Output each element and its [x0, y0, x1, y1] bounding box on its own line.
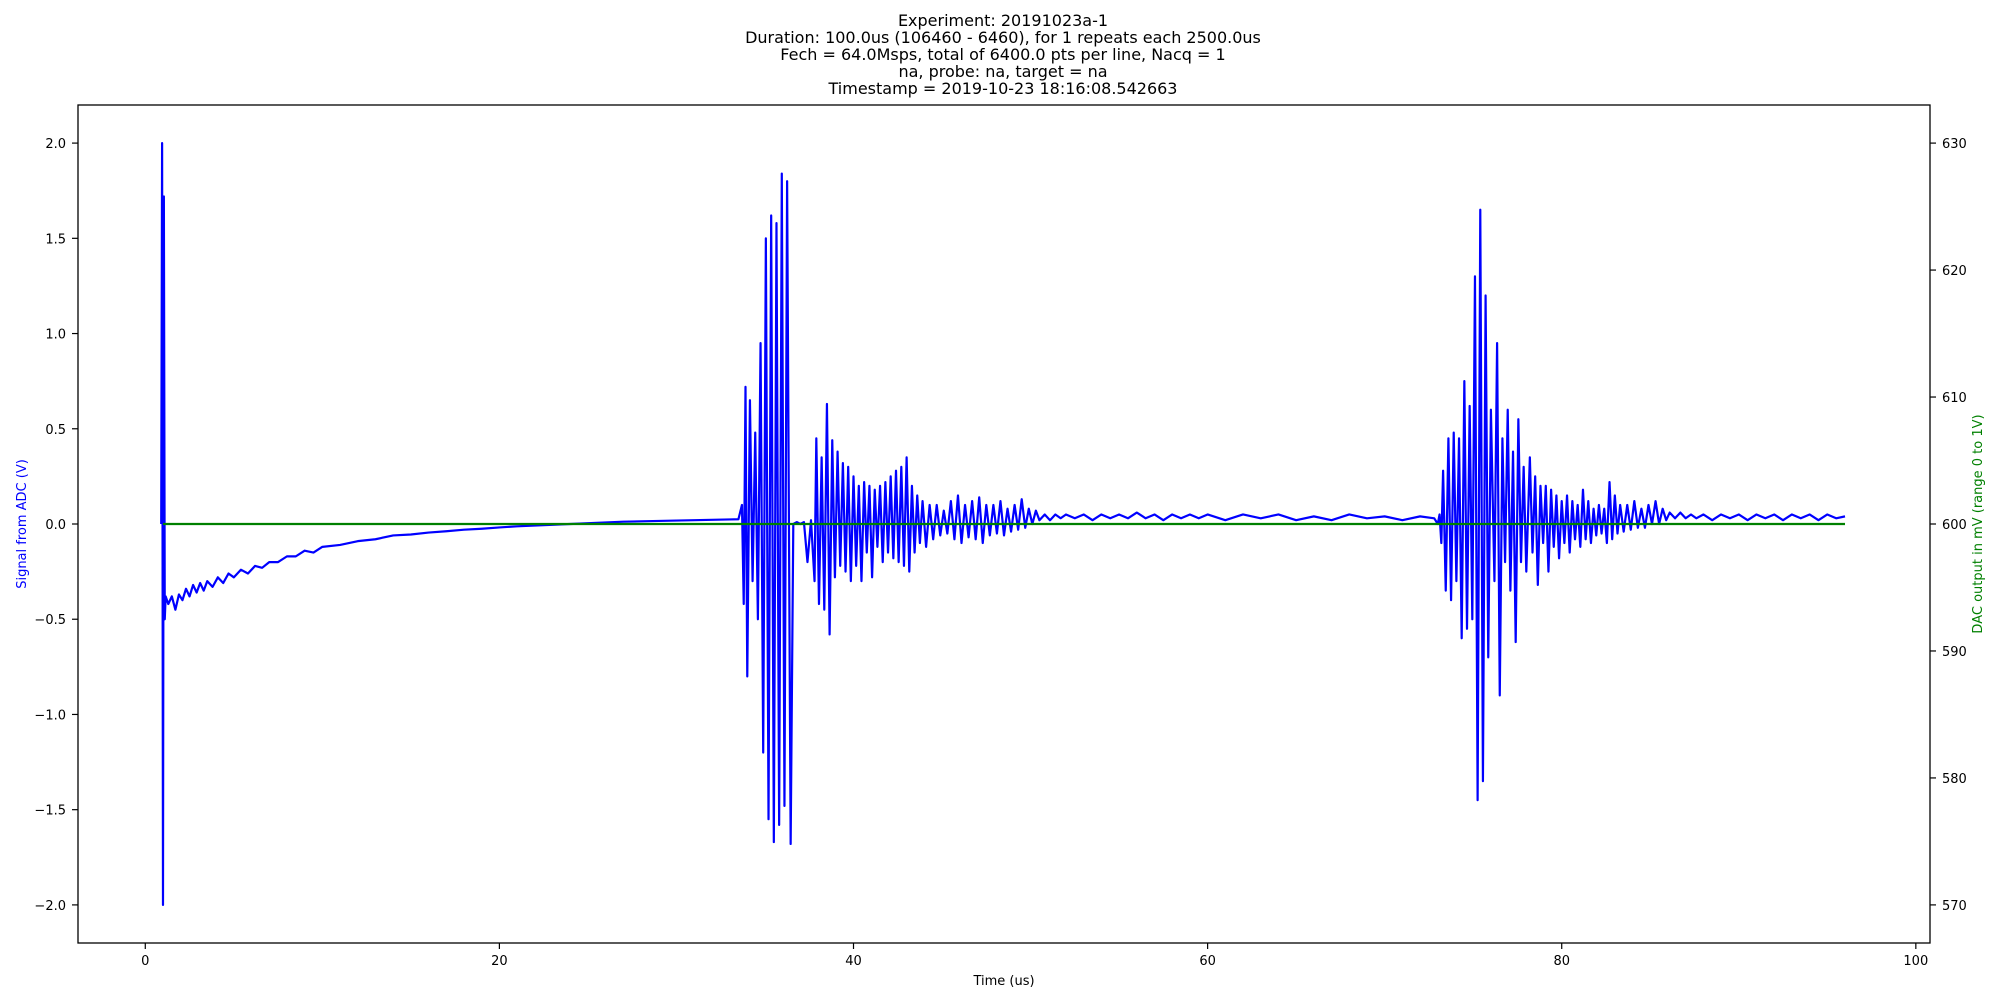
y-tick-label: 0.0 [45, 518, 66, 533]
x-tick-label: 100 [1903, 954, 1928, 969]
y2-tick-label: 610 [1942, 391, 1967, 406]
x-tick-label: 20 [491, 954, 508, 969]
axes-frame [77, 104, 1931, 944]
y2-tick-label: 630 [1942, 137, 1967, 152]
y-tick-label: −2.0 [34, 899, 66, 914]
y2-tick-label: 600 [1942, 518, 1967, 533]
x-axis-label: Time (us) [972, 974, 1034, 989]
title-line: Duration: 100.0us (106460 - 6460), for 1… [745, 28, 1261, 47]
y2-tick-label: 590 [1942, 645, 1967, 660]
x-tick-label: 40 [845, 954, 862, 969]
title-line: Fech = 64.0Msps, total of 6400.0 pts per… [780, 45, 1225, 64]
y-tick-label: 1.0 [45, 328, 66, 343]
x-tick-label: 60 [1199, 954, 1216, 969]
y-tick-label: −0.5 [34, 613, 66, 628]
y2-tick-label: 620 [1942, 264, 1967, 279]
title-line: Timestamp = 2019-10-23 18:16:08.542663 [828, 79, 1178, 98]
y-tick-label: 2.0 [45, 137, 66, 152]
title-line: Experiment: 20191023a-1 [898, 11, 1108, 30]
x-tick-label: 0 [141, 954, 149, 969]
title-line: na, probe: na, target = na [898, 62, 1107, 81]
y2-tick-label: 580 [1942, 772, 1967, 787]
plot-area [160, 141, 1846, 907]
y-tick-label: 0.5 [45, 423, 66, 438]
y-axis-right: 630 620 610 600 590 580 570 [1930, 137, 1967, 914]
chart-title: Experiment: 20191023a-1 Duration: 100.0u… [745, 11, 1261, 98]
y-axis-label: Signal from ADC (V) [15, 459, 30, 589]
x-axis: 0 20 40 60 80 100 [141, 943, 1928, 969]
y2-axis-label: DAC output in mV (range 0 to 1V) [1971, 414, 1986, 633]
series-line-adc [160, 141, 1846, 907]
y-tick-label: −1.0 [34, 708, 66, 723]
y2-tick-label: 570 [1942, 899, 1967, 914]
y-tick-label: −1.5 [34, 804, 66, 819]
y-tick-label: 1.5 [45, 232, 66, 247]
x-tick-label: 80 [1553, 954, 1570, 969]
y-axis-left: 2.0 1.5 1.0 0.5 0.0 −0.5 −1.0 −1.5 −2.0 [34, 137, 78, 914]
